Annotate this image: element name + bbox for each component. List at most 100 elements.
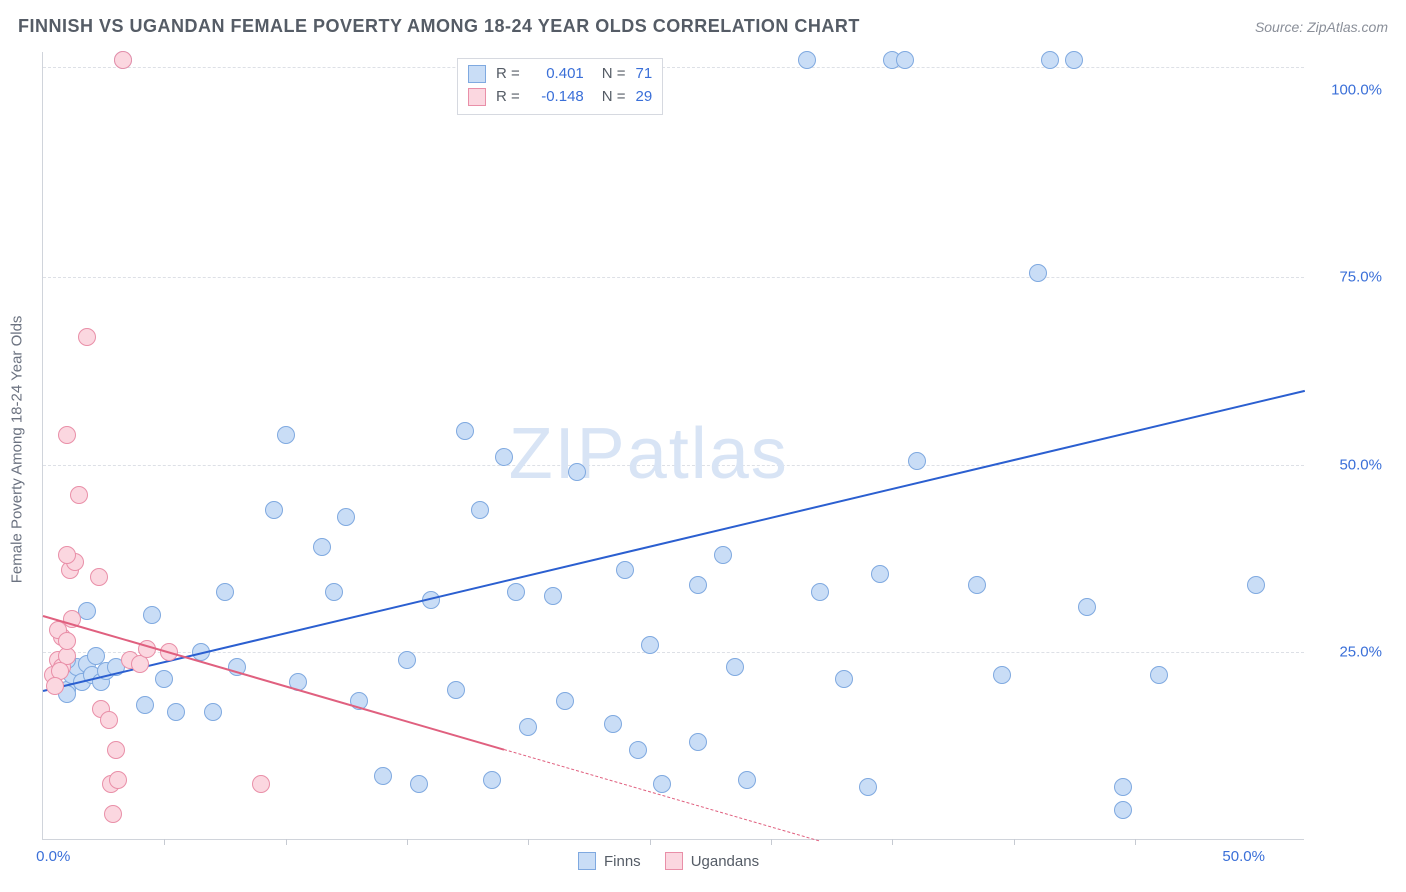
data-point xyxy=(204,703,222,721)
data-point xyxy=(265,501,283,519)
data-point xyxy=(90,568,108,586)
series-legend-item: Ugandans xyxy=(665,852,759,870)
data-point xyxy=(689,733,707,751)
data-point xyxy=(1029,264,1047,282)
x-tick xyxy=(407,839,408,845)
data-point xyxy=(410,775,428,793)
gridline-h xyxy=(43,652,1304,653)
data-point xyxy=(325,583,343,601)
data-point xyxy=(58,546,76,564)
data-point xyxy=(495,448,513,466)
data-point xyxy=(689,576,707,594)
data-point xyxy=(143,606,161,624)
series-legend-item: Finns xyxy=(578,852,641,870)
header-row: FINNISH VS UGANDAN FEMALE POVERTY AMONG … xyxy=(18,16,1388,37)
y-axis-label: Female Poverty Among 18-24 Year Olds xyxy=(9,315,26,583)
data-point xyxy=(252,775,270,793)
series-legend-label: Finns xyxy=(604,853,641,870)
legend-swatch xyxy=(665,852,683,870)
source-attribution: Source: ZipAtlas.com xyxy=(1255,19,1388,35)
data-point xyxy=(859,778,877,796)
data-point xyxy=(1247,576,1265,594)
data-point xyxy=(871,565,889,583)
trend-line xyxy=(43,390,1305,692)
data-point xyxy=(104,805,122,823)
y-tick-label: 50.0% xyxy=(1339,456,1382,473)
n-label: N = xyxy=(602,86,626,109)
data-point xyxy=(568,463,586,481)
r-value: 0.401 xyxy=(530,63,584,86)
data-point xyxy=(398,651,416,669)
data-point xyxy=(896,51,914,69)
gridline-h xyxy=(43,277,1304,278)
data-point xyxy=(155,670,173,688)
trend-line-dashed xyxy=(504,749,820,841)
data-point xyxy=(109,771,127,789)
data-point xyxy=(1041,51,1059,69)
correlation-legend-row: R =0.401N =71 xyxy=(468,63,652,86)
data-point xyxy=(1065,51,1083,69)
data-point xyxy=(616,561,634,579)
data-point xyxy=(519,718,537,736)
data-point xyxy=(968,576,986,594)
x-tick-label: 0.0% xyxy=(36,848,70,865)
source-name: ZipAtlas.com xyxy=(1307,19,1388,35)
data-point xyxy=(58,632,76,650)
data-point xyxy=(313,538,331,556)
y-tick-label: 25.0% xyxy=(1339,644,1382,661)
data-point xyxy=(908,452,926,470)
x-tick-label: 50.0% xyxy=(1222,848,1265,865)
data-point xyxy=(374,767,392,785)
data-point xyxy=(58,426,76,444)
data-point xyxy=(738,771,756,789)
data-point xyxy=(46,677,64,695)
data-point xyxy=(216,583,234,601)
correlation-legend-row: R = -0.148 N = 29 xyxy=(468,86,652,109)
data-point xyxy=(798,51,816,69)
data-point xyxy=(1114,778,1132,796)
data-point xyxy=(629,741,647,759)
x-tick xyxy=(528,839,529,845)
data-point xyxy=(507,583,525,601)
data-point xyxy=(604,715,622,733)
y-tick-label: 75.0% xyxy=(1339,269,1382,286)
data-point xyxy=(993,666,1011,684)
data-point xyxy=(811,583,829,601)
legend-swatch xyxy=(578,852,596,870)
data-point xyxy=(556,692,574,710)
x-tick xyxy=(164,839,165,845)
data-point xyxy=(483,771,501,789)
r-value: -0.148 xyxy=(530,86,584,109)
chart-title: FINNISH VS UGANDAN FEMALE POVERTY AMONG … xyxy=(18,16,860,37)
data-point xyxy=(726,658,744,676)
gridline-h xyxy=(43,465,1304,466)
data-point xyxy=(107,741,125,759)
data-point xyxy=(544,587,562,605)
data-point xyxy=(1150,666,1168,684)
data-point xyxy=(1078,598,1096,616)
data-point xyxy=(114,51,132,69)
scatter-plot: Female Poverty Among 18-24 Year Olds 25.… xyxy=(42,52,1304,840)
r-label: R = xyxy=(496,63,520,86)
r-label: R = xyxy=(496,86,520,109)
x-tick xyxy=(771,839,772,845)
y-tick-label: 100.0% xyxy=(1331,81,1382,98)
legend-swatch xyxy=(468,88,486,106)
n-value: 71 xyxy=(636,63,653,86)
series-legend: Finns Ugandans xyxy=(578,852,759,870)
data-point xyxy=(641,636,659,654)
data-point xyxy=(1114,801,1132,819)
data-point xyxy=(78,328,96,346)
data-point xyxy=(70,486,88,504)
data-point xyxy=(167,703,185,721)
data-point xyxy=(456,422,474,440)
correlation-legend: R = 0.401 N = 71R = -0.148 N = 29 xyxy=(457,58,663,115)
data-point xyxy=(714,546,732,564)
data-point xyxy=(447,681,465,699)
n-value: 29 xyxy=(636,86,653,109)
data-point xyxy=(835,670,853,688)
data-point xyxy=(100,711,118,729)
series-legend-label: Ugandans xyxy=(691,853,759,870)
data-point xyxy=(136,696,154,714)
data-point xyxy=(653,775,671,793)
